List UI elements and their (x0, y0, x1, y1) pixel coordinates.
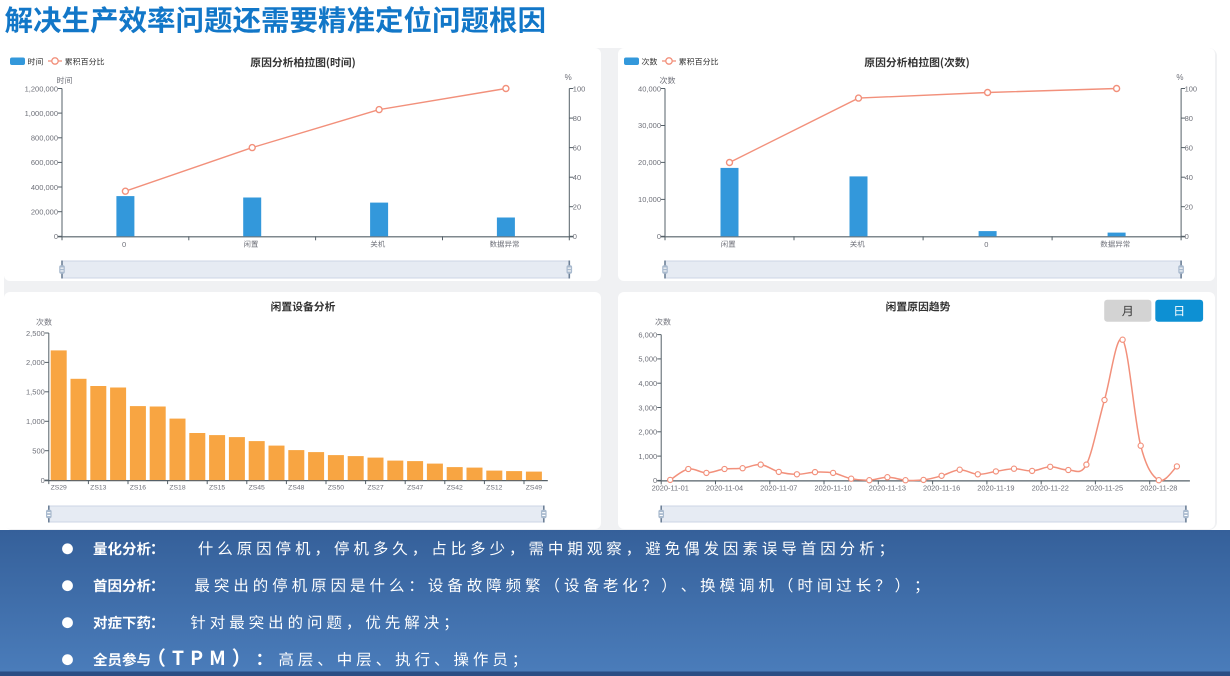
svg-text:ZS45: ZS45 (249, 485, 265, 492)
svg-text:ZS48: ZS48 (288, 485, 304, 492)
svg-text:800,000: 800,000 (31, 134, 58, 143)
svg-text:400,000: 400,000 (31, 183, 58, 192)
svg-text:ZS50: ZS50 (328, 485, 344, 492)
svg-text:ZS47: ZS47 (407, 485, 423, 492)
svg-text:2,000: 2,000 (26, 358, 45, 367)
svg-text:1,000: 1,000 (26, 417, 45, 426)
svg-text:2020-11-22: 2020-11-22 (1031, 484, 1068, 493)
svg-text:2,500: 2,500 (26, 329, 45, 338)
svg-text:ZS18: ZS18 (169, 485, 185, 492)
svg-text:60: 60 (1184, 143, 1192, 152)
svg-text:20: 20 (1184, 203, 1192, 212)
svg-text:2,000: 2,000 (638, 428, 657, 437)
svg-text:2020-11-16: 2020-11-16 (922, 484, 959, 493)
svg-text:0: 0 (656, 232, 660, 241)
svg-text:ZS16: ZS16 (130, 485, 146, 492)
svg-text:20,000: 20,000 (638, 158, 661, 167)
svg-text:1,000,000: 1,000,000 (25, 109, 58, 118)
svg-text:0: 0 (122, 240, 126, 249)
svg-text:40: 40 (573, 173, 581, 182)
svg-text:20: 20 (573, 203, 581, 212)
svg-text:1,200,000: 1,200,000 (25, 84, 58, 93)
svg-text:10,000: 10,000 (638, 195, 661, 204)
svg-text:3,000: 3,000 (638, 403, 657, 412)
svg-text:ZS13: ZS13 (90, 485, 106, 492)
svg-text:0: 0 (41, 476, 45, 485)
svg-text:500: 500 (32, 447, 45, 456)
svg-text:600,000: 600,000 (31, 158, 58, 167)
svg-text:30,000: 30,000 (638, 121, 661, 130)
svg-text:200,000: 200,000 (31, 208, 58, 217)
svg-text:%: % (1176, 73, 1183, 82)
svg-text:0: 0 (1184, 232, 1188, 241)
svg-text:2020-11-07: 2020-11-07 (760, 484, 797, 493)
svg-text:1,500: 1,500 (26, 388, 45, 397)
svg-text:ZS29: ZS29 (51, 485, 67, 492)
svg-text:40: 40 (1184, 173, 1192, 182)
svg-text:100: 100 (1184, 84, 1197, 93)
svg-text:ZS12: ZS12 (486, 485, 502, 492)
svg-text:6,000: 6,000 (638, 330, 657, 339)
svg-text:2020-11-04: 2020-11-04 (705, 484, 742, 493)
svg-text:ZS42: ZS42 (447, 485, 463, 492)
svg-text:4,000: 4,000 (638, 379, 657, 388)
svg-text:2020-11-10: 2020-11-10 (814, 484, 851, 493)
svg-text:100: 100 (573, 84, 586, 93)
svg-text:0: 0 (573, 232, 577, 241)
svg-text:0: 0 (984, 240, 988, 249)
svg-text:ZS27: ZS27 (367, 485, 383, 492)
svg-text:60: 60 (573, 143, 581, 152)
svg-text:80: 80 (1184, 114, 1192, 123)
svg-text:2020-11-28: 2020-11-28 (1140, 484, 1177, 493)
svg-text:80: 80 (573, 114, 581, 123)
svg-text:40,000: 40,000 (638, 84, 661, 93)
svg-text:ZS15: ZS15 (209, 485, 225, 492)
svg-text:0: 0 (653, 476, 657, 485)
svg-text:ZS49: ZS49 (526, 485, 542, 492)
svg-text:5,000: 5,000 (638, 355, 657, 364)
svg-text:%: % (565, 73, 572, 82)
svg-text:1,000: 1,000 (638, 452, 657, 461)
svg-text:2020-11-13: 2020-11-13 (868, 484, 905, 493)
svg-text:2020-11-01: 2020-11-01 (651, 484, 688, 493)
svg-text:0: 0 (54, 232, 58, 241)
svg-text:2020-11-25: 2020-11-25 (1085, 484, 1122, 493)
svg-text:2020-11-19: 2020-11-19 (977, 484, 1014, 493)
